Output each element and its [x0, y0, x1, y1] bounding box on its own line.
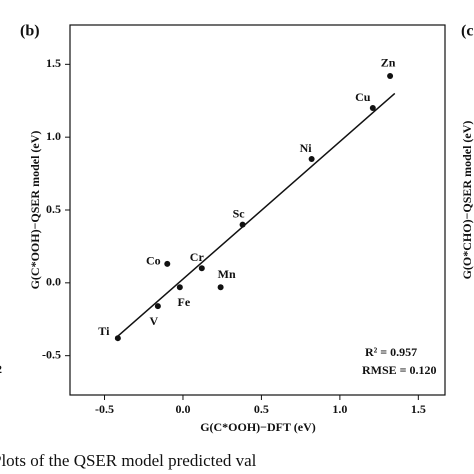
neighbor-text: G(O*CHO)−QSER model (eV): [460, 121, 474, 280]
y-axis-label: G(C*OOH)−QSER model (eV): [28, 131, 42, 290]
annotation: R² = 0.957: [365, 345, 417, 359]
point: [369, 105, 376, 112]
caption: Plots of the QSER model predicted val: [0, 451, 257, 470]
point-label: Zn: [381, 56, 396, 70]
x-tick-label: 0.5: [254, 402, 269, 416]
x-tick-label: 0.0: [175, 402, 190, 416]
x-axis-label: G(C*OOH)−DFT (eV): [200, 420, 316, 434]
point-label: Co: [146, 254, 161, 268]
plot-frame: [69, 24, 446, 396]
point-label: V: [150, 314, 159, 328]
x-tick-label: 1.0: [332, 402, 347, 416]
point-label: Cu: [355, 90, 371, 104]
point: [239, 221, 246, 228]
x-tick-label: -0.5: [95, 402, 114, 416]
fit-line: [115, 92, 396, 339]
point: [114, 335, 121, 342]
neighbor-text: 2: [0, 362, 2, 376]
y-tick-label: -0.5: [42, 347, 61, 361]
point: [164, 260, 171, 267]
point: [198, 265, 205, 272]
point-label: Ti: [98, 324, 110, 338]
x-tick-label: 1.5: [411, 402, 426, 416]
y-tick-label: 0.0: [46, 275, 61, 289]
point-label: Sc: [233, 206, 246, 220]
point-label: Ni: [300, 141, 313, 155]
point: [217, 284, 224, 291]
point-label: Mn: [218, 267, 236, 281]
point: [154, 303, 161, 310]
y-tick-label: 1.0: [46, 129, 61, 143]
annotation: RMSE = 0.120: [362, 363, 437, 377]
y-tick-label: 1.5: [46, 56, 61, 70]
point-label: Cr: [190, 250, 205, 264]
point-label: Fe: [178, 295, 191, 309]
point: [308, 156, 315, 163]
point: [176, 284, 183, 291]
panel-label: (b): [20, 23, 40, 40]
point: [387, 72, 394, 79]
y-tick-label: 0.5: [46, 202, 61, 216]
neighbor-text: (c: [461, 23, 473, 40]
